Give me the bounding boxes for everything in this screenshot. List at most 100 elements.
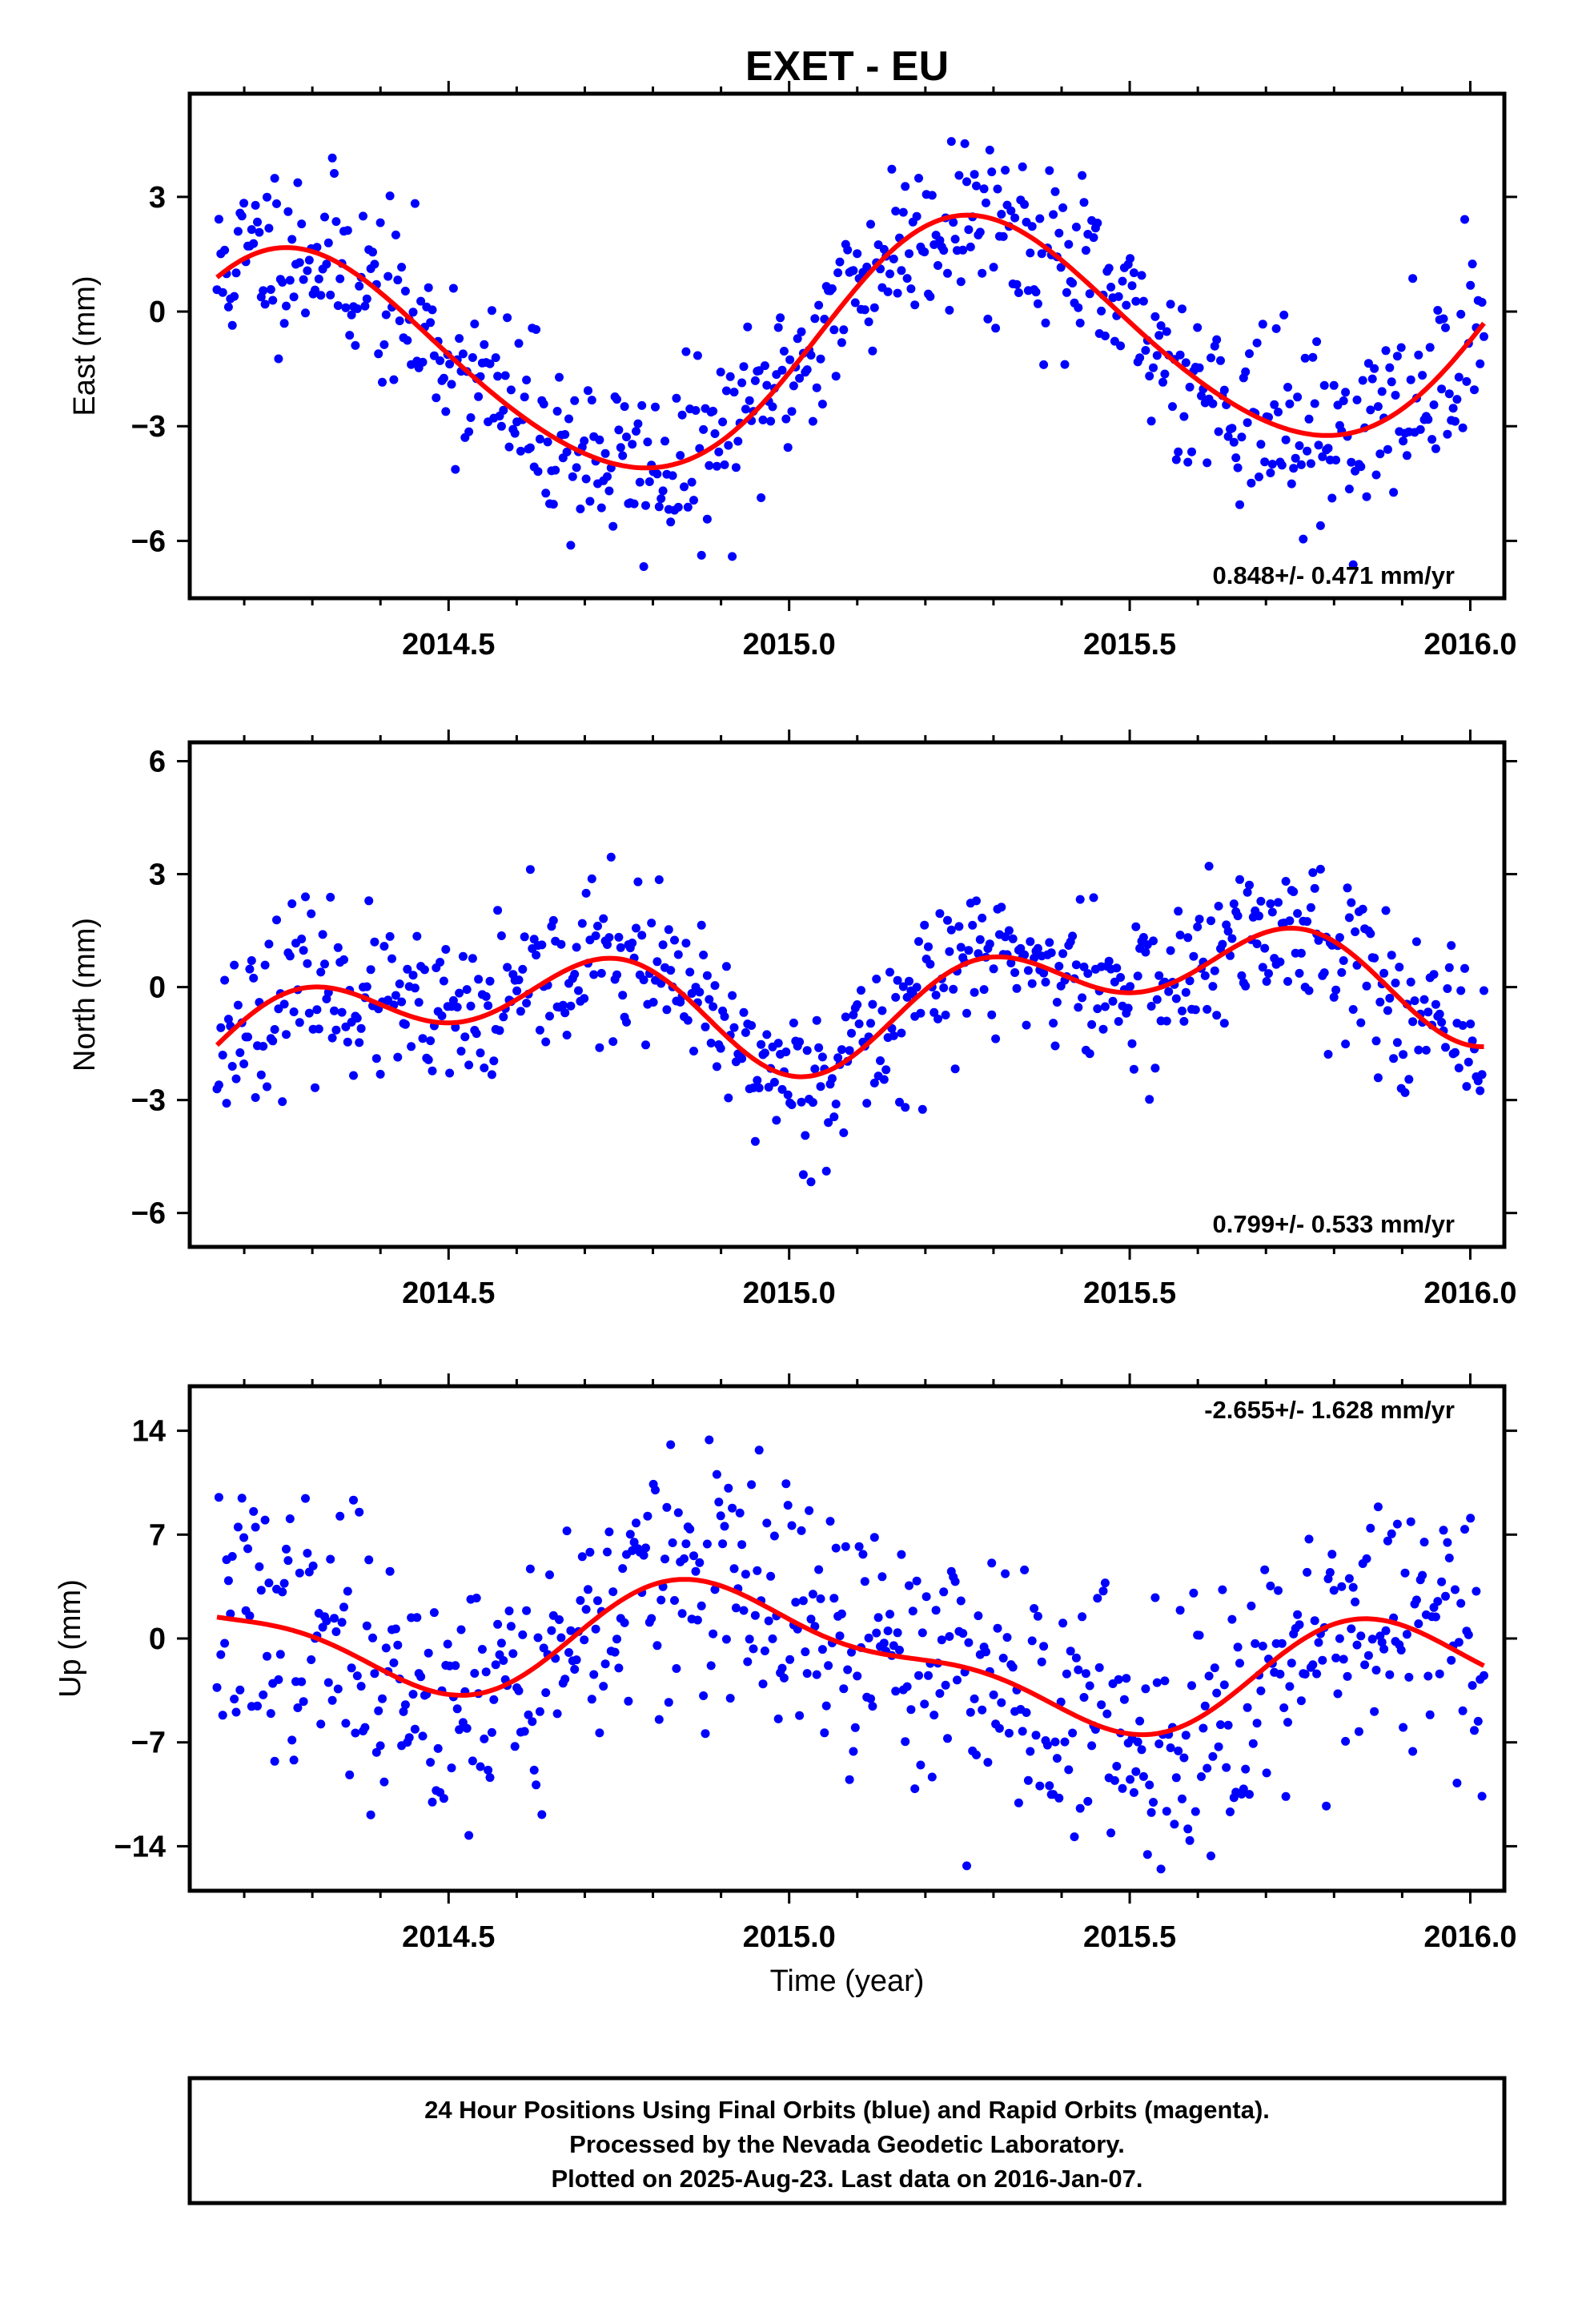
data-point bbox=[849, 1010, 858, 1019]
data-point bbox=[777, 1663, 787, 1673]
data-point bbox=[868, 999, 877, 1009]
data-point bbox=[1149, 936, 1158, 946]
data-point bbox=[1379, 1644, 1389, 1654]
data-point bbox=[1210, 1663, 1219, 1673]
data-point bbox=[706, 1661, 716, 1671]
data-point bbox=[750, 1610, 760, 1620]
data-point bbox=[641, 1040, 650, 1050]
data-point bbox=[320, 212, 329, 222]
data-point bbox=[941, 1680, 950, 1690]
data-point bbox=[853, 1000, 862, 1009]
data-point bbox=[777, 1084, 787, 1094]
data-point bbox=[227, 1062, 237, 1071]
data-point bbox=[1018, 1727, 1027, 1736]
data-point bbox=[520, 392, 529, 402]
data-point bbox=[893, 975, 902, 985]
data-point bbox=[1477, 1070, 1487, 1080]
data-point bbox=[1308, 868, 1318, 878]
data-point bbox=[537, 940, 547, 950]
data-point bbox=[1270, 400, 1279, 409]
data-point bbox=[375, 1069, 385, 1079]
data-point bbox=[801, 1131, 810, 1140]
data-point bbox=[1456, 986, 1466, 995]
data-point bbox=[1352, 395, 1362, 404]
data-point bbox=[445, 360, 455, 369]
data-point bbox=[1431, 444, 1440, 453]
data-point bbox=[750, 376, 760, 385]
data-point bbox=[729, 388, 739, 397]
data-point bbox=[1267, 460, 1277, 469]
data-point bbox=[901, 182, 910, 191]
data-point bbox=[1083, 1796, 1093, 1806]
data-point bbox=[595, 435, 604, 444]
data-point bbox=[1181, 358, 1191, 368]
data-point bbox=[716, 1043, 725, 1053]
data-point bbox=[978, 268, 987, 278]
data-point bbox=[264, 1578, 274, 1588]
data-point bbox=[255, 227, 264, 237]
data-point bbox=[869, 1533, 879, 1542]
data-point bbox=[451, 1661, 460, 1671]
data-point bbox=[916, 1760, 926, 1770]
data-point bbox=[314, 1024, 323, 1034]
data-point bbox=[403, 964, 412, 974]
data-point bbox=[1170, 1819, 1179, 1829]
data-point bbox=[795, 1037, 805, 1047]
data-point bbox=[253, 1701, 262, 1711]
data-point bbox=[303, 1549, 312, 1558]
data-point bbox=[297, 935, 307, 943]
data-point bbox=[1303, 446, 1312, 456]
data-point bbox=[1472, 1586, 1481, 1596]
data-point bbox=[1052, 1754, 1062, 1763]
data-point bbox=[1400, 1088, 1410, 1097]
data-point bbox=[1127, 281, 1137, 291]
data-point bbox=[1451, 1585, 1460, 1594]
data-point bbox=[282, 1544, 291, 1554]
data-point bbox=[452, 1003, 462, 1012]
data-point bbox=[1149, 1798, 1158, 1807]
data-point bbox=[895, 1646, 904, 1655]
data-point bbox=[1050, 1041, 1060, 1051]
data-point bbox=[733, 436, 743, 446]
data-point bbox=[259, 286, 268, 296]
data-point bbox=[1381, 346, 1391, 356]
data-point bbox=[1377, 1638, 1387, 1647]
data-point bbox=[345, 331, 355, 340]
data-point bbox=[522, 999, 532, 1008]
data-point bbox=[355, 1507, 364, 1517]
data-point bbox=[1385, 363, 1395, 372]
data-point bbox=[718, 1539, 728, 1549]
data-point bbox=[245, 1611, 255, 1621]
data-point bbox=[303, 959, 312, 968]
data-point bbox=[854, 1542, 864, 1551]
data-point bbox=[1235, 1659, 1244, 1668]
data-point bbox=[1370, 364, 1379, 373]
data-point bbox=[603, 472, 612, 481]
data-point bbox=[222, 1099, 231, 1108]
data-point bbox=[1295, 968, 1304, 978]
data-point bbox=[1337, 967, 1347, 977]
data-point bbox=[709, 1629, 718, 1638]
north-axis-ticks bbox=[177, 730, 1517, 1260]
data-point bbox=[299, 275, 308, 284]
data-point bbox=[235, 1048, 245, 1057]
data-point bbox=[1018, 162, 1027, 171]
data-point bbox=[1418, 371, 1427, 380]
data-point bbox=[654, 502, 664, 512]
data-point bbox=[1245, 880, 1254, 890]
data-point bbox=[716, 1511, 725, 1521]
data-point bbox=[218, 1051, 227, 1059]
data-point bbox=[1362, 492, 1371, 501]
data-point bbox=[798, 1596, 808, 1606]
data-point bbox=[412, 1613, 422, 1622]
data-point bbox=[1267, 907, 1277, 917]
data-point bbox=[1433, 1597, 1443, 1606]
data-point bbox=[683, 1015, 693, 1025]
data-point bbox=[1414, 1045, 1423, 1055]
data-point bbox=[1033, 299, 1042, 308]
data-point bbox=[512, 986, 522, 995]
data-point bbox=[1396, 343, 1406, 352]
data-point bbox=[331, 1025, 341, 1035]
data-point bbox=[249, 1506, 259, 1516]
data-point bbox=[648, 998, 658, 1007]
